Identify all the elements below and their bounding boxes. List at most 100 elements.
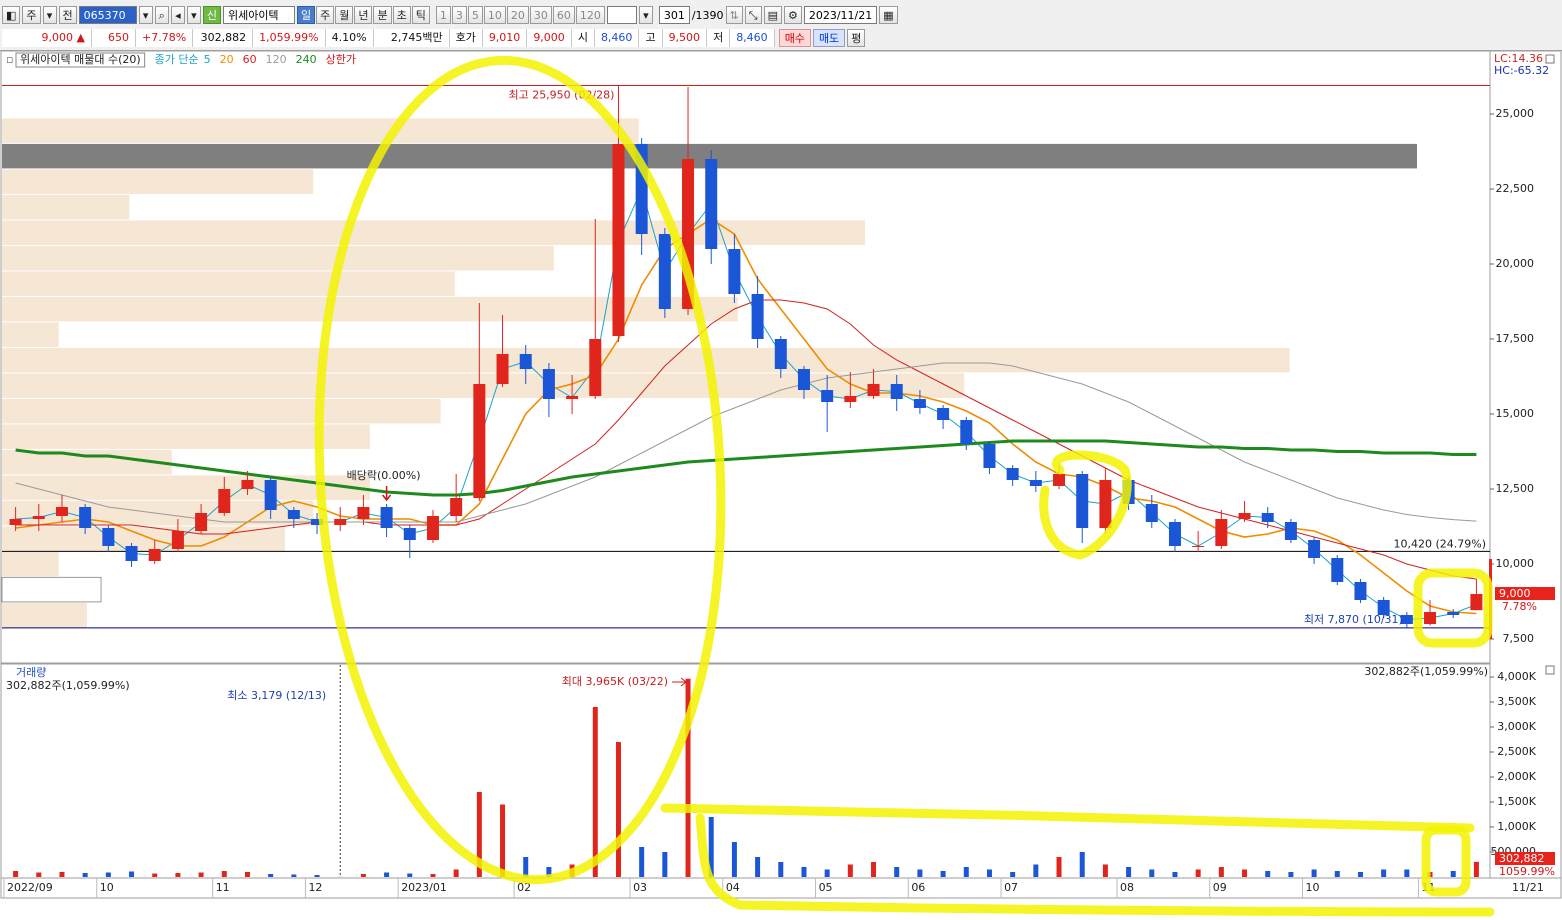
candle-body xyxy=(1377,599,1390,615)
volume-min-annotation: 최소 3,179 (12/13) xyxy=(227,689,326,702)
rate: +7.78% xyxy=(136,29,194,47)
settings-button[interactable]: ⚙ xyxy=(783,6,802,24)
candle-body xyxy=(9,518,22,525)
volume-bar xyxy=(1427,872,1433,877)
volume-bar xyxy=(871,862,877,877)
period-button[interactable]: 틱 xyxy=(411,6,430,24)
ma-line xyxy=(15,362,1477,523)
candle-body xyxy=(1168,521,1181,546)
candle-body xyxy=(1053,473,1066,486)
dropdown[interactable]: ▾ xyxy=(186,6,201,24)
volume-bar xyxy=(407,873,413,877)
volume-bar xyxy=(847,864,853,877)
candle-body xyxy=(612,144,625,337)
minute-button[interactable]: 5 xyxy=(467,6,483,24)
high-annotation: 최고 25,950 (02/28) xyxy=(508,89,614,102)
candle-body xyxy=(241,479,254,489)
print-button[interactable]: ▤ xyxy=(763,6,782,24)
sell-button[interactable]: 매도 xyxy=(812,29,846,47)
period-button[interactable]: 초 xyxy=(392,6,411,24)
candle-body xyxy=(1308,539,1321,558)
volume-bar xyxy=(986,869,992,877)
x-tick-label: 2023/01 xyxy=(401,881,447,894)
minute-button[interactable]: 3 xyxy=(451,6,467,24)
prev-button[interactable]: 전 xyxy=(58,6,77,24)
minute-button[interactable]: 10 xyxy=(483,6,506,24)
volume-bar xyxy=(175,873,181,877)
volume-bar xyxy=(1334,871,1340,877)
volume-bar xyxy=(244,872,250,877)
period-button[interactable]: 주 xyxy=(316,6,335,24)
period-button[interactable]: 월 xyxy=(335,6,354,24)
candle-body xyxy=(937,407,950,420)
tool-button[interactable]: ⇅ xyxy=(725,6,743,24)
minute-button[interactable]: 30 xyxy=(529,6,552,24)
volume-profile-bar xyxy=(2,245,554,271)
volume-bar xyxy=(708,817,714,877)
ma-line xyxy=(15,187,1477,621)
volume-tick-label: 3,500K xyxy=(1497,695,1536,708)
minute-button[interactable]: 60 xyxy=(552,6,575,24)
period-button[interactable]: 일 xyxy=(296,6,316,24)
volume-bar xyxy=(731,842,737,877)
volume-bar xyxy=(685,678,691,877)
panel-button[interactable] xyxy=(1545,54,1555,64)
tool-button[interactable]: ⤡ xyxy=(744,6,762,24)
candle-body xyxy=(960,419,973,444)
x-tick-label: 12 xyxy=(308,881,322,894)
dropdown[interactable]: ▾ xyxy=(638,6,653,24)
candle-body xyxy=(1122,479,1135,504)
x-tick-label: 05 xyxy=(819,881,833,894)
minute-button[interactable]: 1 xyxy=(435,6,451,24)
candle-body xyxy=(867,383,880,396)
volume-bar xyxy=(569,864,575,877)
candle-body xyxy=(311,518,324,525)
menu-button[interactable]: ◧ xyxy=(2,6,21,24)
volume-panel xyxy=(0,663,1491,879)
panel-button[interactable] xyxy=(1545,665,1555,675)
count-input[interactable]: 301 xyxy=(658,6,690,24)
legend-entry: 240 xyxy=(296,53,317,66)
y-tick-label: 7,500 xyxy=(1503,632,1535,645)
low: 8,460 xyxy=(730,29,775,47)
code-input[interactable]: 065370 xyxy=(78,6,137,24)
dropdown[interactable]: ▾ xyxy=(138,6,153,24)
candle-body xyxy=(774,339,787,369)
search-button[interactable]: ⌕ xyxy=(154,6,169,24)
volume-tick-label: 2,000K xyxy=(1497,770,1536,783)
sound-button[interactable]: ◂ xyxy=(170,6,185,24)
volume-max-annotation: 최대 3,965K (03/22) xyxy=(562,675,668,688)
candle-body xyxy=(1215,518,1228,546)
date-input[interactable]: 2023/11/21 xyxy=(803,6,878,24)
legend-limit: 상한가 xyxy=(326,53,356,66)
candle-body xyxy=(519,354,532,369)
volume-bar xyxy=(917,869,923,877)
dropdown[interactable]: ▾ xyxy=(42,6,57,24)
volume-bar xyxy=(1102,864,1108,877)
candle-body xyxy=(1076,473,1089,528)
minute-button[interactable]: 20 xyxy=(506,6,529,24)
period-button[interactable]: 분 xyxy=(373,6,392,24)
blank-input[interactable] xyxy=(606,6,637,24)
candle-body xyxy=(1447,611,1460,615)
volume-tick-label: 3,000K xyxy=(1497,720,1536,733)
volume-tick-label: 1,000K xyxy=(1497,820,1536,833)
minute-button[interactable]: 120 xyxy=(575,6,605,24)
ma-line xyxy=(15,299,1477,580)
buy-button[interactable]: 매수 xyxy=(778,29,811,47)
y-tick-label: 17,500 xyxy=(1496,332,1535,345)
candle-body xyxy=(218,488,231,513)
candle-body xyxy=(32,515,45,519)
candle-body xyxy=(287,509,300,519)
volume-profile-bar xyxy=(2,602,87,628)
volume-profile-bar xyxy=(2,118,639,143)
avg-button[interactable]: 평 xyxy=(847,29,866,47)
volume-bar xyxy=(755,857,761,877)
period-type[interactable]: 주 xyxy=(22,6,41,24)
period-button[interactable]: 년 xyxy=(354,6,373,24)
calendar-button[interactable]: ▦ xyxy=(879,6,898,24)
last-price-label: 9,000 xyxy=(1499,587,1531,600)
